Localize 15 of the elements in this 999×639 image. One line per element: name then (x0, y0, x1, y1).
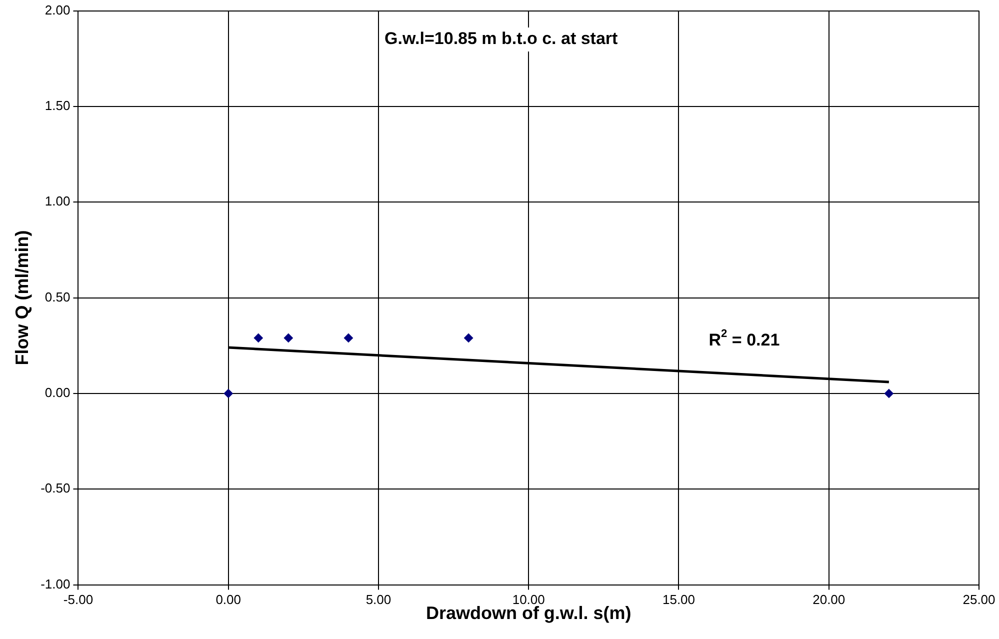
x-tick-label: 0.00 (216, 592, 242, 608)
x-tick-label: 5.00 (366, 592, 392, 608)
y-tick-label: -0.50 (40, 480, 70, 496)
y-axis-title: Flow Q (ml/min) (12, 230, 32, 366)
y-tick-label: 0.50 (44, 289, 70, 304)
y-tick-label: 1.00 (44, 194, 70, 209)
x-tick-label: -5.00 (63, 592, 94, 608)
y-tick-label: -1.00 (40, 576, 70, 592)
x-tick-label: 15.00 (662, 592, 696, 608)
y-tick-label: 2.00 (44, 2, 70, 18)
x-tick-label: 25.00 (962, 592, 996, 608)
annotation: G.w.l=10.85 m b.t.o c. at start (384, 29, 618, 48)
x-tick-label: 20.00 (812, 592, 846, 608)
y-tick-label: 1.50 (44, 98, 70, 114)
y-tick-label: 0.00 (44, 385, 70, 400)
